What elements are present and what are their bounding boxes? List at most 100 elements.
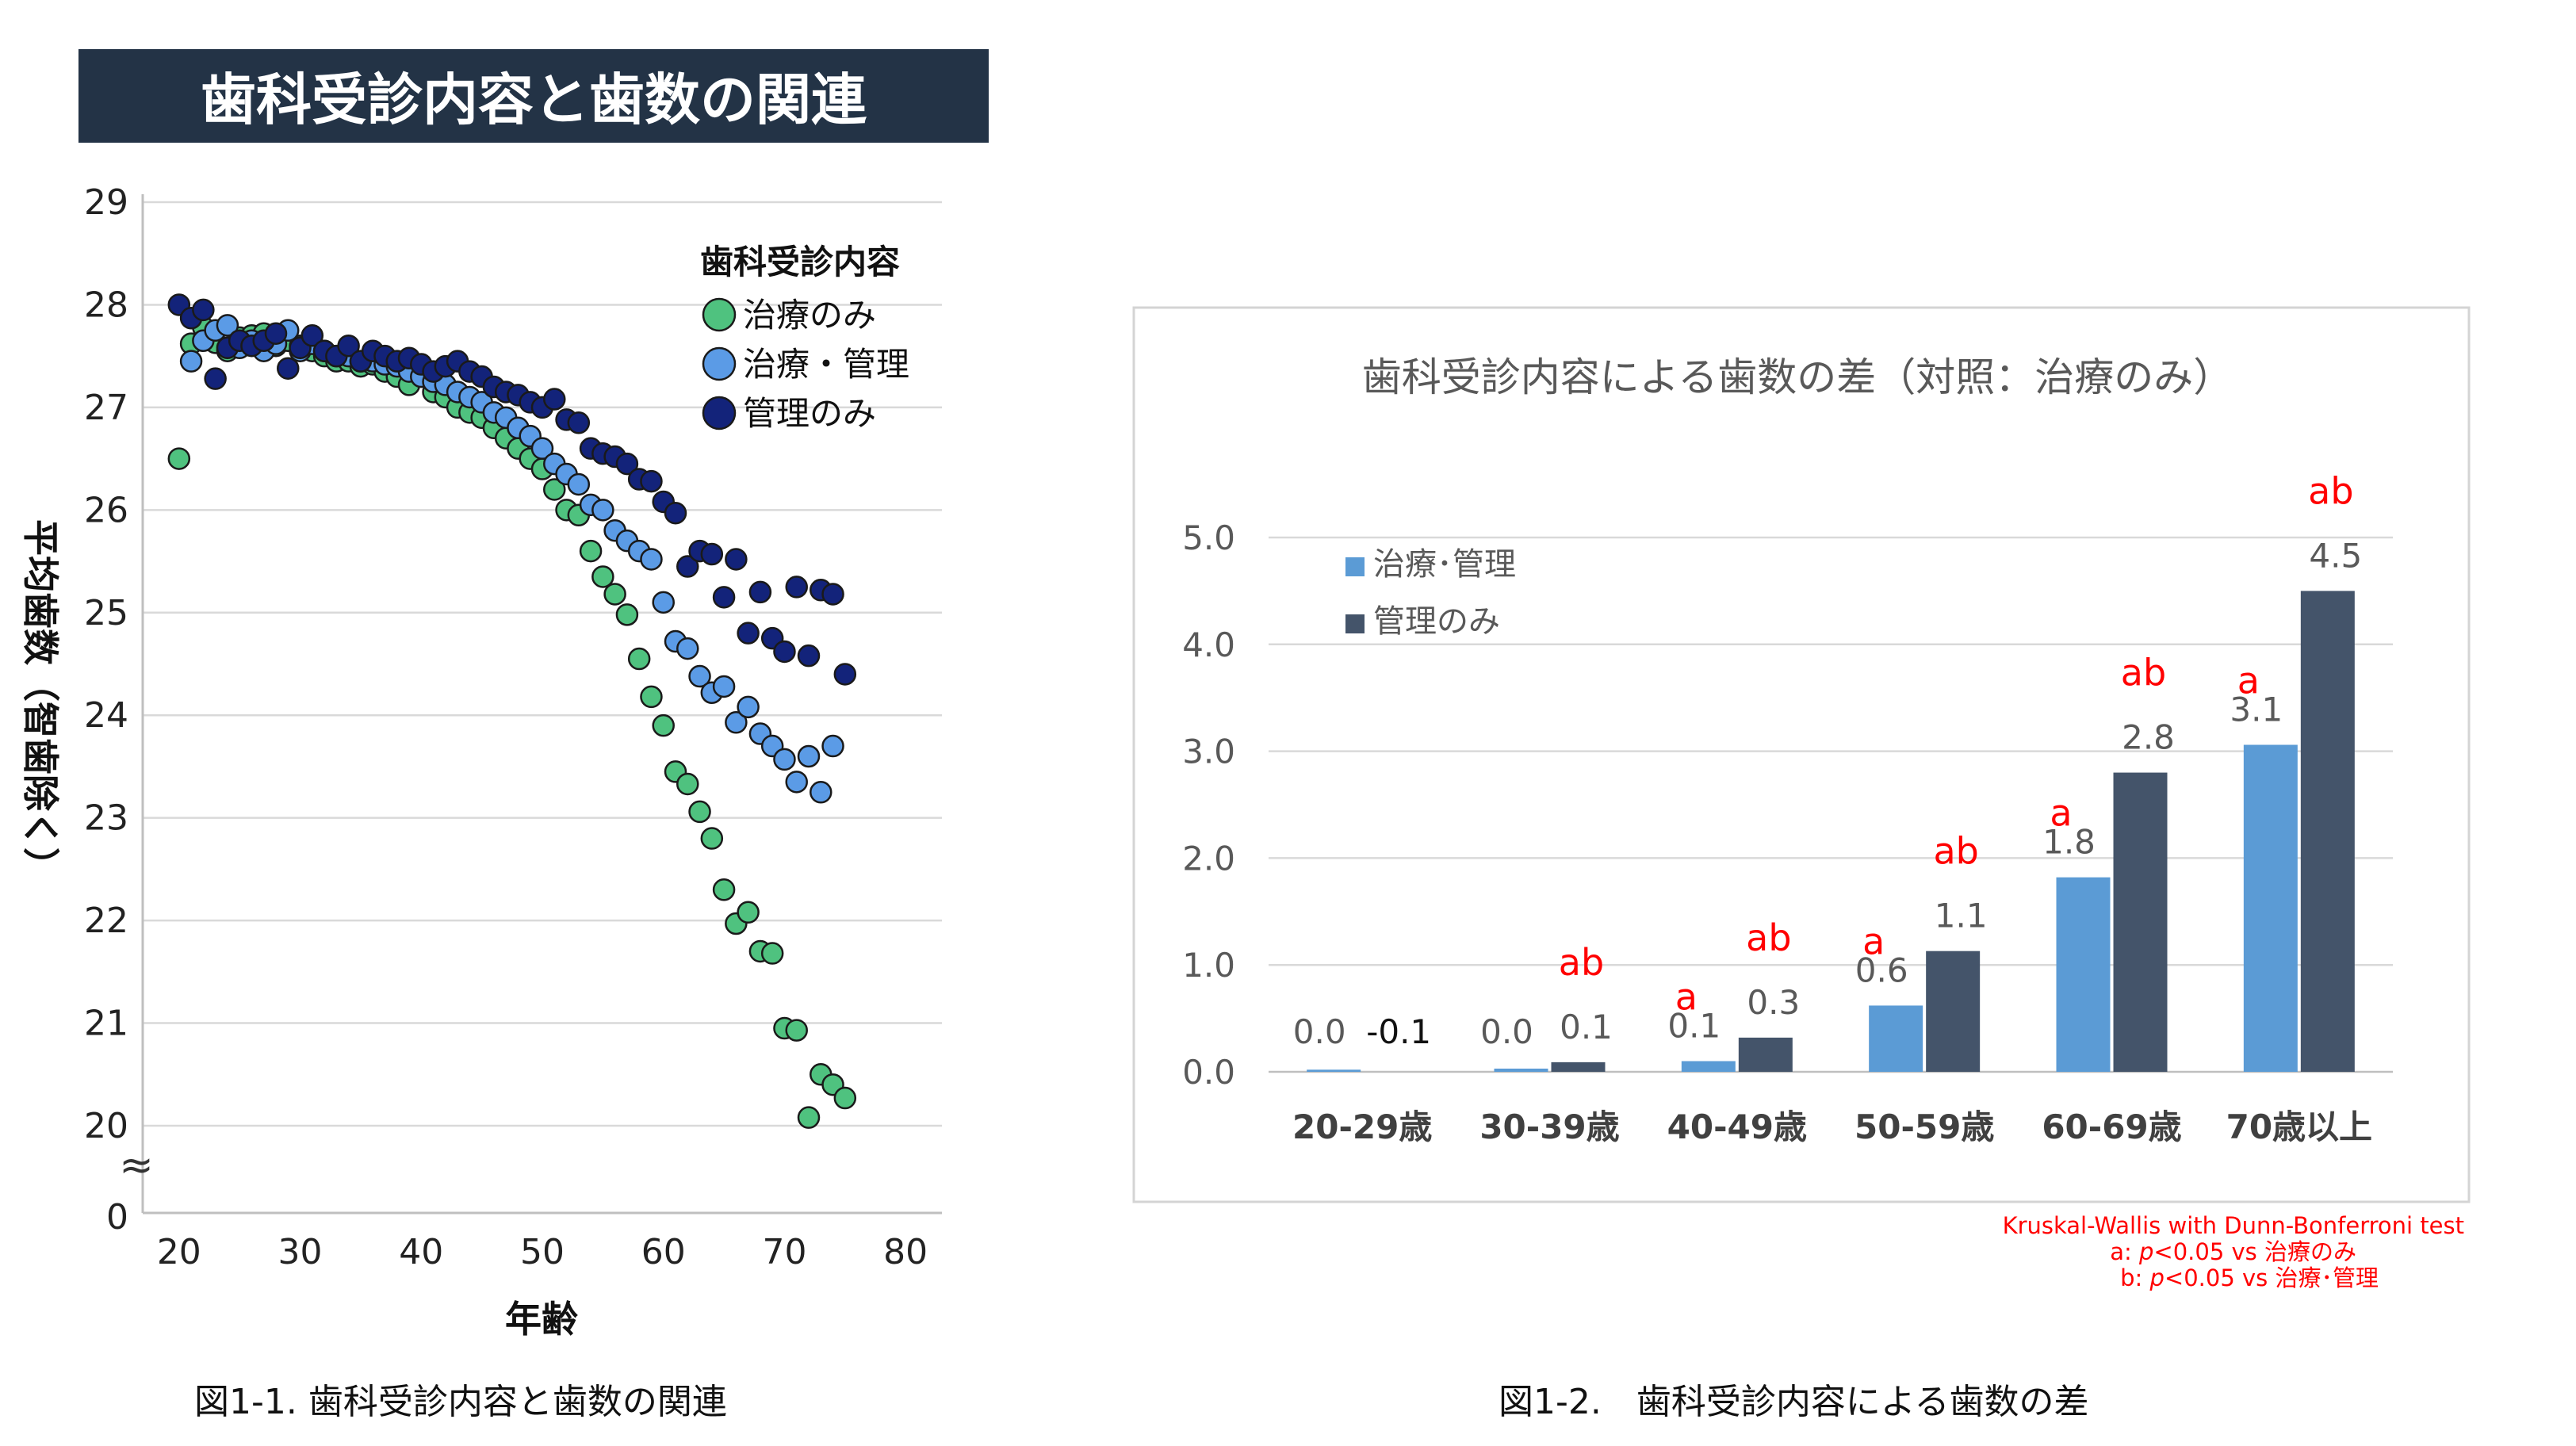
scatter-point xyxy=(664,501,687,525)
legend-marker xyxy=(702,346,737,381)
scatter-point xyxy=(167,447,191,470)
legend-marker xyxy=(702,396,737,430)
scatter-y-tick-label: 20 xyxy=(84,1106,128,1146)
scatter-point xyxy=(579,539,603,563)
bar-mark xyxy=(1551,1062,1606,1072)
scatter-point xyxy=(204,367,227,390)
right-caption: 図1-2. 歯科受診内容による歯数の差 xyxy=(1499,1382,2089,1422)
scatter-point xyxy=(591,499,614,522)
scatter-point xyxy=(567,472,591,496)
scatter-point xyxy=(264,322,288,345)
scatter-y-tick-label: 24 xyxy=(84,695,128,736)
bar-category-label: 30-39歳 xyxy=(1479,1107,1619,1146)
scatter-point xyxy=(640,548,663,571)
scatter-point xyxy=(821,583,844,606)
scatter-point xyxy=(833,1086,857,1110)
scatter-y-tick-label: 26 xyxy=(84,490,128,530)
scatter-point xyxy=(785,771,808,794)
bar-significance-label: ab xyxy=(2121,652,2166,694)
scatter-point xyxy=(337,334,360,358)
bar-legend-label: 治療･管理 xyxy=(1373,546,1516,583)
scatter-x-tick-label: 40 xyxy=(399,1232,443,1272)
bar-significance-label: a xyxy=(2237,660,2260,702)
bar-y-tick-label: 3.0 xyxy=(1182,733,1235,771)
stats-note-line3: b: p<0.05 vs 治療･管理 xyxy=(2120,1264,2379,1291)
legend-marker xyxy=(702,297,737,332)
bar-legend-swatch xyxy=(1345,557,1365,576)
bar-value-label: 3.1 xyxy=(2230,690,2283,729)
legend-title: 歯科受診内容 xyxy=(700,243,900,281)
scatter-x-tick-label: 50 xyxy=(520,1232,565,1272)
scatter-x-tick-label: 20 xyxy=(157,1232,201,1272)
bar-legend-swatch xyxy=(1345,614,1365,633)
scatter-point xyxy=(676,555,699,578)
scatter-point xyxy=(543,388,566,411)
scatter-x-tick-label: 60 xyxy=(641,1232,686,1272)
scatter-point xyxy=(737,901,760,924)
scatter-y-tick-label: 25 xyxy=(84,593,128,633)
scatter-point xyxy=(216,314,239,337)
scatter-point xyxy=(773,748,796,771)
bar-significance-label: a xyxy=(1862,920,1885,962)
scatter-x-tick-label: 70 xyxy=(762,1232,806,1272)
scatter-point xyxy=(567,411,591,434)
scatter-y-tick-label: 27 xyxy=(84,388,128,428)
scatter-series-3 xyxy=(167,293,857,686)
scatter-point xyxy=(712,586,736,609)
scatter-point xyxy=(179,350,203,373)
right-figure: 歯科受診内容による歯数の差（対照：治療のみ） 0.0 1.0 2.0 3.0 4.0 5.… xyxy=(1132,306,2471,1422)
bar-significance-label: ab xyxy=(1746,916,1791,959)
scatter-point xyxy=(773,640,796,664)
bar-mark xyxy=(2056,877,2111,1072)
bar-mark xyxy=(1307,1069,1361,1072)
bar-significance-label: ab xyxy=(1933,830,1978,873)
scatter-point xyxy=(688,664,711,688)
scatter-point xyxy=(652,591,675,614)
bar-category-label: 70歳以上 xyxy=(2226,1107,2372,1146)
legend-label: 治療のみ xyxy=(743,296,876,335)
scatter-x-axis-label: 年齢 xyxy=(505,1298,578,1341)
scatter-point xyxy=(725,548,748,571)
stats-note-line1: Kruskal-Wallis with Dunn-Bonferroni test xyxy=(2003,1212,2464,1239)
scatter-point xyxy=(627,647,651,671)
scatter-point xyxy=(748,580,772,604)
scatter-y-tick-label: 28 xyxy=(84,285,128,325)
bar-value-label: 1.1 xyxy=(1935,897,1988,935)
scatter-point xyxy=(810,781,833,804)
bar-y-tick-labels: 0.0 1.0 2.0 3.0 4.0 5.0 xyxy=(1182,518,1235,1092)
scatter-x-tick-labels: 20 30 40 50 60 70 80 xyxy=(157,1232,928,1272)
scatter-y-tick-labels: 29 28 27 26 25 24 23 22 21 20 xyxy=(84,182,128,1146)
stats-note: Kruskal-Wallis with Dunn-Bonferroni test… xyxy=(2003,1212,2464,1291)
scatter-y-tick-label: 23 xyxy=(84,798,128,839)
scatter-point xyxy=(591,565,614,588)
scatter-point xyxy=(712,675,736,698)
bar-mark xyxy=(1738,1037,1793,1072)
scatter-point xyxy=(192,298,215,322)
bar-value-label: 0.0 xyxy=(1480,1012,1533,1051)
bar-value-label: 4.5 xyxy=(2309,536,2362,575)
scatter-point xyxy=(797,644,821,668)
bar-marks xyxy=(1307,591,2355,1072)
bar-y-tick-label: 0.0 xyxy=(1182,1053,1235,1092)
scatter-point xyxy=(700,542,724,566)
bar-mark xyxy=(1681,1061,1736,1072)
scatter-point xyxy=(688,800,711,824)
bar-y-tick-label: 5.0 xyxy=(1182,518,1235,557)
scatter-point xyxy=(821,734,844,758)
scatter-point xyxy=(725,711,748,734)
bar-value-label: -0.1 xyxy=(1366,1012,1431,1051)
bar-value-labels: 0.0 -0.1 0.0 0.1 0.1 0.3 0.6 1.1 1.8 2.8 3.1 4.5 xyxy=(1293,536,2362,1051)
bar-value-label: 0.6 xyxy=(1855,951,1908,989)
scatter-point xyxy=(615,603,639,626)
scatter-point xyxy=(676,637,699,660)
scatter-series-1 xyxy=(167,316,857,1129)
scatter-axes xyxy=(141,194,942,1215)
bar-mark xyxy=(1494,1068,1548,1072)
bar-value-label: 0.1 xyxy=(1560,1008,1613,1046)
bar-category-labels: 20-29歳 30-39歳 40-49歳 50-59歳 60-69歳 70歳以上 xyxy=(1292,1107,2372,1146)
bar-y-tick-label: 4.0 xyxy=(1182,625,1235,664)
bar-significance-label: ab xyxy=(1559,941,1604,984)
bar-mark xyxy=(2300,591,2355,1072)
bar-category-label: 50-59歳 xyxy=(1854,1107,1994,1146)
banner-title: 歯科受診内容と歯数の関連 xyxy=(201,67,867,132)
